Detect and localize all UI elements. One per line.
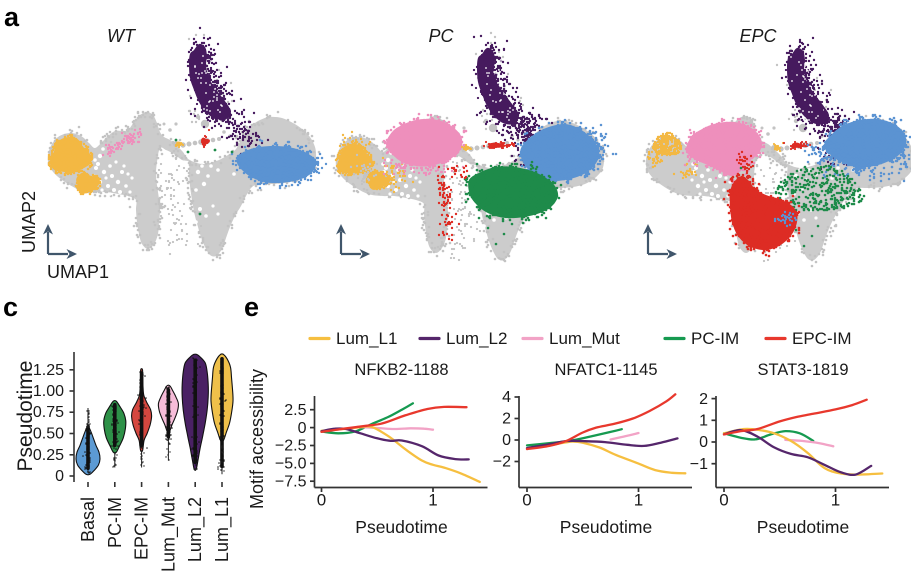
svg-text:Lum_Mut: Lum_Mut	[549, 329, 620, 348]
svg-text:Lum_Mut: Lum_Mut	[158, 497, 179, 572]
svg-text:0: 0	[55, 468, 64, 485]
svg-text:Lum_L2: Lum_L2	[185, 497, 206, 562]
svg-text:0: 0	[699, 434, 708, 451]
svg-text:0.75: 0.75	[33, 404, 64, 421]
svg-text:STAT3-1819: STAT3-1819	[757, 361, 848, 379]
svg-text:0: 0	[719, 491, 728, 510]
svg-text:Pseudotime: Pseudotime	[560, 517, 652, 537]
svg-text:1: 1	[831, 491, 840, 510]
svg-text:0: 0	[298, 420, 307, 437]
svg-text:Basal: Basal	[78, 497, 98, 542]
svg-text:2: 2	[502, 411, 511, 428]
svg-text:Lum_L1: Lum_L1	[212, 497, 233, 562]
svg-text:1.00: 1.00	[33, 383, 64, 400]
svg-text:e: e	[244, 292, 259, 322]
svg-text:−7.5: −7.5	[275, 473, 307, 490]
svg-text:0: 0	[502, 432, 511, 449]
svg-text:4: 4	[502, 389, 511, 406]
svg-text:−2.5: −2.5	[275, 438, 307, 455]
svg-text:WT: WT	[107, 26, 137, 46]
svg-text:Pseudotime: Pseudotime	[757, 517, 849, 537]
svg-text:Lum_L2: Lum_L2	[446, 329, 507, 348]
svg-text:PC: PC	[428, 26, 454, 46]
svg-text:−2: −2	[493, 454, 511, 471]
svg-text:EPC-IM: EPC-IM	[132, 497, 152, 560]
svg-text:UMAP1: UMAP1	[47, 262, 109, 282]
svg-text:0.25: 0.25	[33, 447, 64, 464]
svg-text:a: a	[4, 2, 20, 32]
svg-text:1: 1	[634, 491, 643, 510]
svg-text:1.25: 1.25	[33, 362, 64, 379]
svg-text:UMAP2: UMAP2	[19, 191, 39, 253]
svg-text:2: 2	[699, 391, 708, 408]
svg-text:Motif accessibility: Motif accessibility	[247, 369, 267, 509]
svg-text:−5.0: −5.0	[275, 456, 307, 473]
svg-text:c: c	[3, 292, 18, 322]
svg-text:Lum_L1: Lum_L1	[336, 329, 397, 348]
svg-text:Pseudotime: Pseudotime	[14, 361, 37, 472]
svg-text:2.5: 2.5	[284, 402, 306, 419]
svg-text:0: 0	[522, 491, 531, 510]
svg-text:0: 0	[317, 491, 326, 510]
svg-text:−1: −1	[690, 456, 708, 473]
svg-text:1: 1	[428, 491, 437, 510]
svg-text:NFATC1-1145: NFATC1-1145	[554, 361, 657, 379]
svg-text:PC-IM: PC-IM	[105, 497, 125, 548]
svg-text:EPC: EPC	[739, 26, 777, 46]
svg-text:Pseudotime: Pseudotime	[355, 517, 447, 537]
svg-text:0.50: 0.50	[33, 426, 64, 443]
svg-text:NFKB2-1188: NFKB2-1188	[354, 361, 448, 379]
svg-text:1: 1	[699, 413, 708, 430]
svg-text:EPC-IM: EPC-IM	[792, 329, 852, 348]
svg-text:PC-IM: PC-IM	[691, 329, 739, 348]
